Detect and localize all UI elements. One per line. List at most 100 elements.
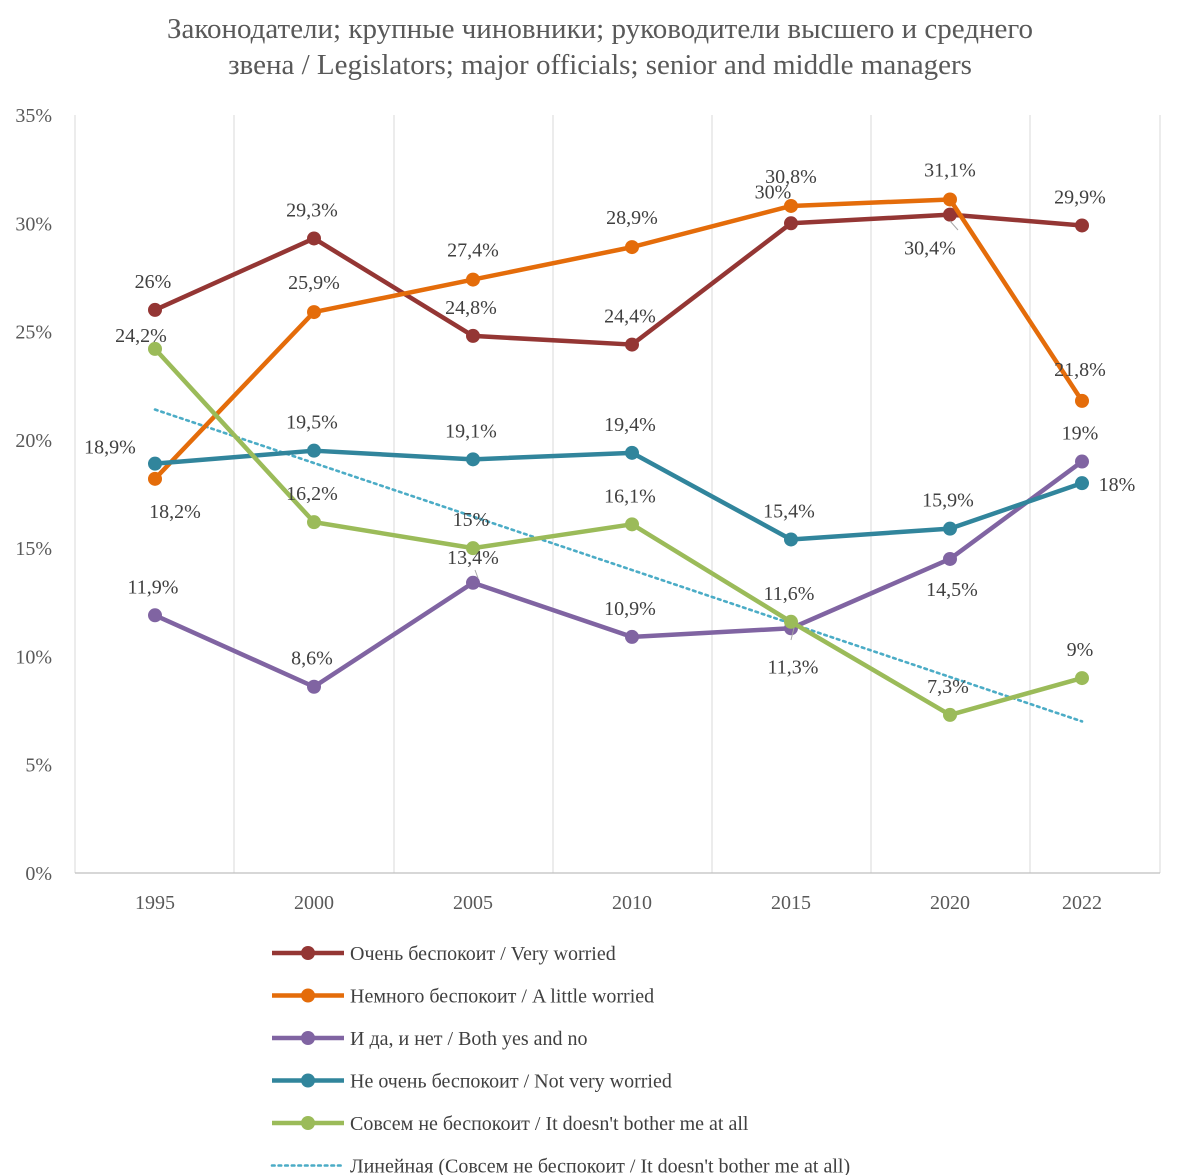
- data-label-both-yes-and-no: 14,5%: [926, 579, 978, 601]
- x-tick-label: 2000: [294, 892, 334, 914]
- data-label-not-very-worried: 18%: [1099, 474, 1136, 496]
- leader-line: [949, 220, 959, 231]
- data-point-not-bothered: [943, 707, 957, 722]
- series-layer: [148, 192, 1089, 722]
- data-point-a-little-worried: [466, 272, 480, 287]
- data-point-a-little-worried: [1075, 393, 1089, 408]
- legend-marker-not-very-worried: [301, 1073, 315, 1088]
- data-label-a-little-worried: 31,1%: [924, 159, 976, 181]
- data-point-not-bothered: [148, 341, 162, 356]
- data-label-very-worried: 24,8%: [445, 297, 497, 319]
- data-label-not-very-worried: 18,9%: [84, 437, 136, 459]
- data-point-both-yes-and-no: [1075, 454, 1089, 469]
- axes: 0% 5% 10% 15% 20% 25% 30% 35% 1995 2000 2005 2010 20…: [15, 105, 1160, 914]
- y-tick-label: 35%: [15, 105, 52, 127]
- data-label-both-yes-and-no: 8,6%: [291, 648, 333, 670]
- x-tick-label: 1995: [135, 892, 175, 914]
- data-label-not-bothered: 24,2%: [115, 325, 167, 347]
- data-label-not-bothered: 11,6%: [764, 583, 815, 605]
- legend-marker-a-little-worried: [301, 988, 315, 1003]
- data-label-both-yes-and-no: 11,3%: [768, 656, 819, 678]
- data-label-a-little-worried: 21,8%: [1054, 359, 1106, 381]
- data-point-both-yes-and-no: [625, 629, 639, 644]
- legend-label-both-yes-and-no: И да, и нет / Both yes and no: [350, 1028, 588, 1050]
- data-point-not-very-worried: [625, 445, 639, 460]
- data-point-both-yes-and-no: [943, 551, 957, 566]
- data-label-very-worried: 29,9%: [1054, 186, 1106, 208]
- data-point-not-very-worried: [1075, 476, 1089, 491]
- data-label-not-bothered: 16,1%: [604, 485, 656, 507]
- data-point-not-very-worried: [943, 521, 957, 536]
- chart-title-line-1: Законодатели; крупные чиновники; руковод…: [167, 13, 1033, 45]
- data-label-not-bothered: 9%: [1067, 639, 1094, 661]
- x-tick-label: 2015: [771, 892, 811, 914]
- data-label-not-very-worried: 19,5%: [286, 412, 338, 434]
- data-point-very-worried: [625, 337, 639, 352]
- data-label-both-yes-and-no: 11,9%: [128, 576, 179, 598]
- y-tick-label: 0%: [25, 863, 52, 885]
- leader-line: [790, 627, 795, 641]
- leader-line: [474, 569, 479, 579]
- data-point-a-little-worried: [784, 198, 798, 213]
- data-point-not-bothered: [466, 541, 480, 556]
- data-label-not-very-worried: 19,1%: [445, 420, 497, 442]
- data-point-very-worried: [943, 207, 957, 222]
- y-tick-label: 25%: [15, 322, 52, 344]
- data-point-both-yes-and-no: [307, 679, 321, 694]
- legend-label-not-very-worried: Не очень беспокоит / Not very worried: [350, 1071, 672, 1093]
- data-label-not-bothered: 15%: [453, 509, 490, 531]
- data-label-very-worried: 30%: [755, 181, 792, 203]
- data-label-very-worried: 26%: [135, 271, 172, 293]
- legend-label-a-little-worried: Немного беспокоит / A little worried: [350, 986, 654, 1008]
- data-point-not-bothered: [784, 614, 798, 629]
- legend-label-very-worried: Очень беспокоит / Very worried: [350, 943, 616, 965]
- data-label-very-worried: 24,4%: [604, 306, 656, 328]
- data-label-very-worried: 30,4%: [904, 238, 956, 260]
- data-label-a-little-worried: 28,9%: [606, 207, 658, 229]
- data-point-not-very-worried: [784, 532, 798, 547]
- data-label-a-little-worried: 27,4%: [447, 240, 499, 262]
- y-tick-label: 15%: [15, 538, 52, 560]
- data-label-not-very-worried: 15,4%: [763, 500, 815, 522]
- x-tick-label: 2010: [612, 892, 652, 914]
- data-point-a-little-worried: [625, 240, 639, 255]
- y-tick-label: 5%: [25, 755, 52, 777]
- data-label-both-yes-and-no: 10,9%: [604, 598, 656, 620]
- legend-marker-not-bothered: [301, 1116, 315, 1130]
- data-point-very-worried: [784, 216, 798, 231]
- data-label-not-very-worried: 15,9%: [922, 490, 974, 512]
- data-point-very-worried: [466, 328, 480, 343]
- legend-marker-both-yes-and-no: [301, 1031, 315, 1045]
- legend: Очень беспокоит / Very worried Немного бе…: [270, 943, 850, 1175]
- y-tick-label: 20%: [15, 430, 52, 452]
- data-point-a-little-worried: [307, 305, 321, 320]
- x-tick-label: 2005: [453, 892, 493, 914]
- data-label-not-bothered: 7,3%: [927, 676, 969, 698]
- data-point-very-worried: [307, 231, 321, 246]
- data-label-a-little-worried: 25,9%: [288, 272, 340, 294]
- legend-label-trendline: Линейная (Совсем не беспокоит / It doesn…: [350, 1156, 850, 1175]
- data-label-a-little-worried: 18,2%: [149, 501, 201, 523]
- data-label-not-bothered: 16,2%: [286, 483, 338, 505]
- data-point-very-worried: [148, 302, 162, 317]
- x-tick-label: 2022: [1062, 892, 1102, 914]
- legend-label-not-bothered: Совсем не беспокоит / It doesn't bother …: [350, 1113, 749, 1135]
- data-point-not-very-worried: [466, 452, 480, 467]
- data-point-not-very-worried: [307, 443, 321, 458]
- data-point-not-bothered: [625, 517, 639, 532]
- data-point-a-little-worried: [943, 192, 957, 207]
- data-label-not-very-worried: 19,4%: [604, 414, 656, 436]
- data-label-both-yes-and-no: 13,4%: [447, 547, 499, 569]
- data-point-not-bothered: [1075, 671, 1089, 686]
- data-point-both-yes-and-no: [148, 608, 162, 623]
- data-label-a-little-worried: 30,8%: [765, 166, 817, 188]
- data-label-both-yes-and-no: 19%: [1062, 423, 1099, 445]
- x-tick-label: 2020: [930, 892, 970, 914]
- data-point-a-little-worried: [148, 471, 162, 486]
- legend-marker-very-worried: [301, 946, 315, 960]
- data-label-very-worried: 29,3%: [286, 199, 338, 221]
- data-point-very-worried: [1075, 218, 1089, 233]
- trendline-layer: [153, 408, 1084, 723]
- chart-title-line-2: звена / Legislators; major officials; se…: [228, 49, 972, 81]
